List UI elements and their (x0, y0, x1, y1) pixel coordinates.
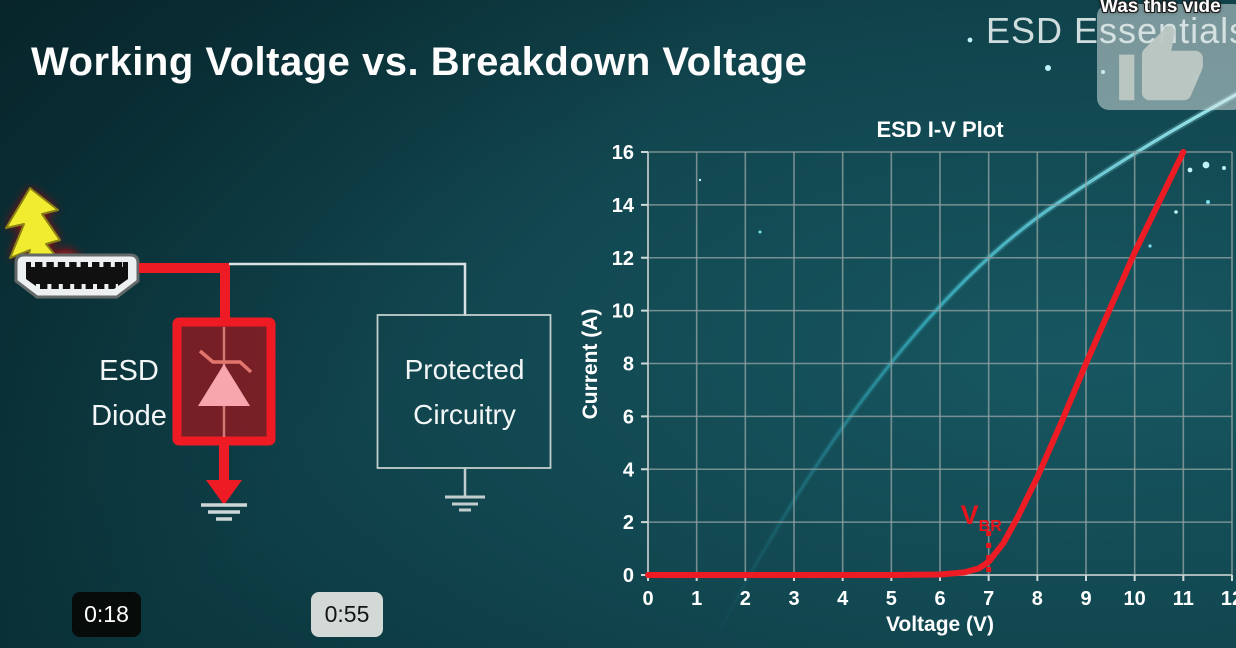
x-tick-label: 8 (1032, 588, 1043, 610)
zener-diode-symbol (198, 349, 253, 374)
y-axis-label: Current (A) (579, 309, 602, 420)
y-tick-label: 4 (623, 459, 635, 481)
x-tick-label: 2 (740, 588, 751, 610)
y-tick-label: 0 (623, 565, 634, 587)
y-tick-label: 14 (612, 195, 635, 217)
protected-circuitry-label: Protected Circuitry (404, 354, 525, 430)
y-tick-label: 12 (612, 248, 634, 270)
y-tick-label: 6 (623, 406, 634, 428)
esd-diode-box (172, 317, 276, 446)
y-tick-label: 2 (623, 512, 634, 534)
ground-symbol (445, 468, 485, 512)
y-tick-label: 8 (623, 354, 634, 376)
x-axis-label: Voltage (V) (886, 613, 994, 636)
x-tick-label: 0 (642, 588, 653, 610)
circuit-diagram (5, 187, 552, 521)
ground-symbol (201, 503, 247, 521)
timestamp-chip-current[interactable]: 0:18 (72, 592, 141, 637)
slide-title: Working Voltage vs. Breakdown Voltage (31, 39, 808, 84)
x-tick-label: 10 (1124, 588, 1146, 610)
signal-wire-red (139, 263, 230, 327)
shunt-arrow (206, 441, 242, 505)
like-prompt-text: Was this vide (1100, 0, 1221, 17)
timestamp-chip-preview[interactable]: 0:55 (311, 592, 383, 637)
y-tick-label: 10 (612, 301, 634, 323)
iv-chart: 01234567891011120246810121416ESD I-V Plo… (579, 117, 1236, 636)
x-tick-label: 6 (934, 588, 945, 610)
chart-title: ESD I-V Plot (876, 117, 1004, 142)
esd-diode-label: ESD Diode (91, 355, 167, 432)
iv-curve (645, 149, 1187, 578)
vbr-label: VBR (961, 500, 1003, 535)
x-tick-label: 12 (1221, 588, 1236, 610)
background-sparkles (698, 37, 1226, 248)
y-tick-label: 16 (612, 142, 634, 164)
x-tick-label: 4 (837, 588, 849, 610)
hdmi-connector (14, 253, 140, 299)
x-tick-label: 7 (983, 588, 994, 610)
background-swoosh (711, 90, 1236, 642)
x-tick-label: 11 (1173, 588, 1194, 610)
x-tick-label: 3 (788, 588, 799, 610)
x-tick-label: 1 (691, 588, 702, 610)
thumbs-up-icon[interactable] (1111, 26, 1211, 106)
x-tick-label: 9 (1080, 588, 1091, 610)
like-prompt-overlay[interactable] (1097, 4, 1236, 110)
signal-wire-gray (229, 262, 467, 316)
x-tick-label: 5 (886, 588, 897, 610)
